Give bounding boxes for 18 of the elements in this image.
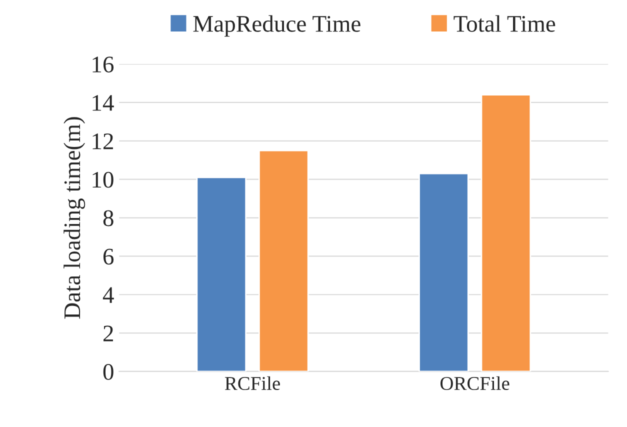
legend-label: MapReduce Time (193, 15, 360, 37)
bar (258, 150, 309, 372)
bar (480, 94, 532, 372)
y-tick-label: 8 (103, 210, 114, 226)
x-tick-label: ORCFile (440, 376, 510, 390)
y-tick-label: 6 (103, 248, 114, 265)
y-tick-label: 2 (104, 326, 113, 342)
y-tick-label: 16 (92, 56, 114, 72)
y-tick-label: 14 (92, 95, 114, 111)
bar (418, 172, 469, 372)
y-tick-label: 10 (92, 172, 114, 188)
x-tick-label: RCFile (224, 376, 280, 390)
bar (196, 176, 247, 372)
y-axis-title: Data loading time(m) (64, 117, 86, 319)
legend-label: Total Time (454, 15, 556, 32)
y-tick-label: 12 (92, 133, 113, 150)
y-tick-label: 0 (103, 364, 114, 380)
y-tick-label: 4 (102, 287, 114, 303)
